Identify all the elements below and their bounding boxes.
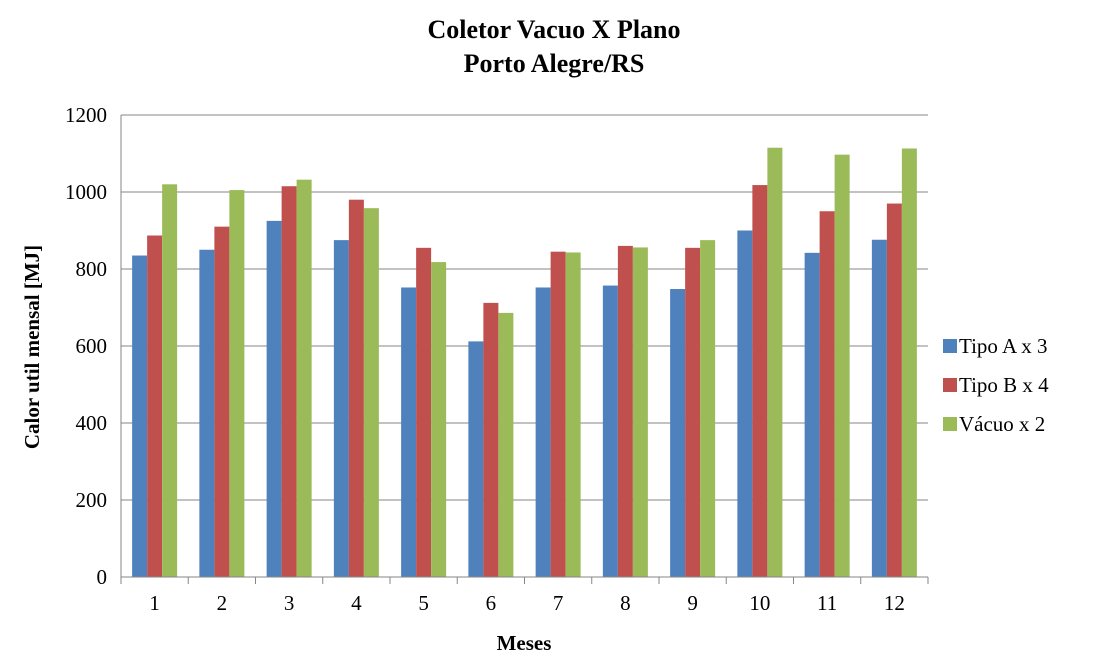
x-tick-label: 5 [418,591,429,615]
bar-1-month-11 [804,252,820,577]
y-tick-label: 200 [76,488,108,512]
bar-3-month-2 [229,190,245,577]
legend-label: Vácuo x 2 [959,412,1045,436]
bar-3-month-10 [767,147,783,577]
bar-2-month-11 [819,211,835,577]
legend-swatch [943,339,957,353]
x-tick-label: 10 [749,591,770,615]
bar-1-month-2 [199,249,215,577]
bar-2-month-4 [348,199,364,577]
bar-3-month-12 [901,148,917,577]
bar-1-month-3 [266,220,282,577]
legend-label: Tipo A x 3 [959,334,1048,358]
bar-2-month-1 [147,235,163,577]
bar-1-month-4 [333,240,349,577]
x-tick-label: 4 [351,591,362,615]
bar-3-month-6 [498,312,514,577]
axes [120,115,929,584]
bar-1-month-12 [871,239,887,578]
bar-3-month-7 [565,252,581,577]
bar-2-month-5 [416,247,432,577]
bar-3-month-5 [431,262,447,577]
bar-2-month-7 [550,251,566,578]
bar-1-month-7 [535,287,551,577]
bar-1-month-5 [401,287,417,577]
x-tick-labels: 1 2 3 4 5 6 7 8 9 10 11 12 [149,591,905,615]
bar-2-month-8 [617,245,633,577]
legend-swatch [943,378,957,392]
y-tick-label: 800 [76,257,108,281]
bar-1-month-10 [737,230,753,577]
bar-1-month-1 [132,255,148,577]
bar-2-month-9 [685,247,701,577]
bar-3-month-8 [632,247,648,577]
legend: Tipo A x 3 Tipo B x 4 Vácuo x 2 [943,334,1049,436]
bar-2-month-3 [281,186,297,577]
bar-3-month-4 [363,208,379,578]
y-tick-label: 600 [76,334,108,358]
chart-title-line-1: Coletor Vacuo X Plano [427,15,680,44]
x-axis-title: Meses [497,631,552,655]
x-tick-label: 1 [149,591,160,615]
legend-swatch [943,417,957,431]
bar-2-month-12 [886,203,902,578]
y-axis-title: Calor util mensal [MJ] [20,245,44,449]
y-tick-label: 1200 [65,103,107,127]
y-tick-labels: 0 200 400 600 800 1000 1200 [65,103,107,589]
x-tick-label: 9 [687,591,698,615]
bar-2-month-10 [752,185,768,577]
x-tick-label: 8 [620,591,631,615]
bar-1-month-6 [468,341,484,577]
y-tick-label: 0 [97,565,108,589]
bar-2-month-2 [214,226,230,577]
y-tick-label: 1000 [65,180,107,204]
x-tick-label: 3 [284,591,295,615]
bar-1-month-8 [602,285,618,577]
x-tick-label: 7 [553,591,564,615]
bar-1-month-9 [670,289,686,577]
bar-2-month-6 [483,302,499,577]
bar-3-month-11 [834,154,850,577]
y-tick-label: 400 [76,411,108,435]
bar-3-month-9 [700,240,716,577]
x-tick-label: 2 [217,591,228,615]
bar-3-month-3 [296,179,312,577]
gridlines [121,114,928,501]
chart-title-line-2: Porto Alegre/RS [464,49,645,78]
x-tick-label: 6 [486,591,497,615]
x-tick-label: 11 [817,591,837,615]
legend-label: Tipo B x 4 [959,373,1049,397]
bar-3-month-1 [162,184,178,578]
bars [132,147,917,578]
x-tick-label: 12 [884,591,905,615]
